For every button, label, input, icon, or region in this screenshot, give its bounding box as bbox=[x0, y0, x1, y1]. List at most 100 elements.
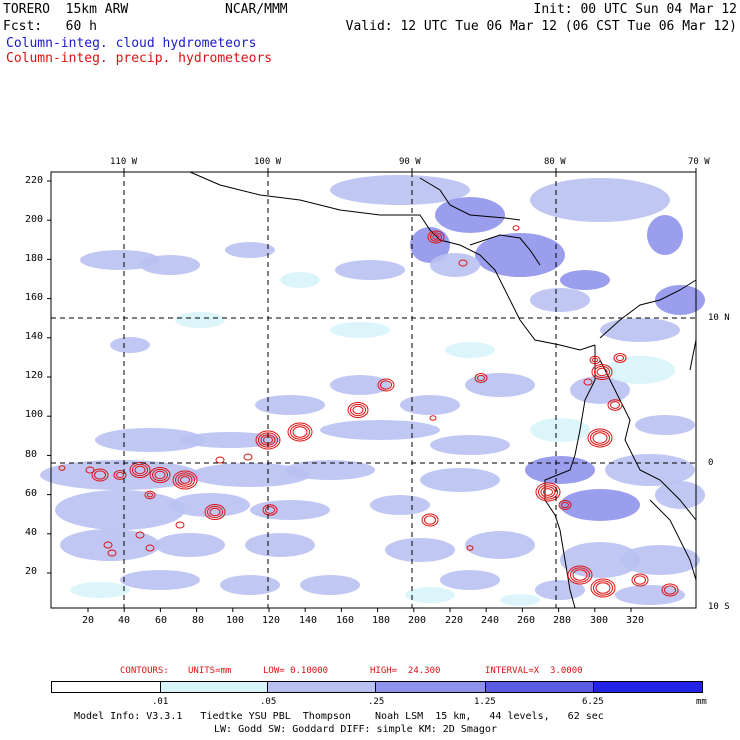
cloud-patch bbox=[525, 456, 595, 484]
cloud-patch bbox=[647, 215, 683, 255]
cloud-patch bbox=[300, 575, 360, 595]
precip-contour bbox=[262, 504, 278, 516]
cloud-patch bbox=[600, 318, 680, 342]
lat-label-10n: 10 N bbox=[708, 313, 730, 323]
coastline bbox=[544, 345, 596, 609]
precip-contour bbox=[347, 402, 369, 418]
x-tick: 140 bbox=[299, 615, 318, 626]
precip-contour bbox=[177, 474, 193, 486]
precip-contour bbox=[589, 355, 601, 365]
colorbar-tick: .25 bbox=[368, 697, 385, 707]
x-tick: 220 bbox=[445, 615, 464, 626]
precip-contour bbox=[535, 482, 561, 502]
precip-contour bbox=[85, 466, 95, 474]
cloud-patch bbox=[570, 376, 630, 404]
lat-label-10s: 10 S bbox=[708, 602, 730, 612]
coastline bbox=[599, 279, 697, 339]
y-tick: 40 bbox=[25, 527, 38, 538]
precip-contour bbox=[616, 354, 624, 362]
cloud-patch bbox=[465, 373, 535, 397]
coastline bbox=[419, 177, 521, 221]
colorbar-tick: 1.25 bbox=[474, 697, 496, 707]
precip-contour bbox=[352, 405, 364, 415]
y-tick: 120 bbox=[25, 370, 44, 381]
cloud-patch bbox=[465, 531, 535, 559]
cloud-patch bbox=[320, 420, 440, 440]
cloud-patch bbox=[475, 233, 565, 277]
cloud-patch bbox=[280, 272, 320, 288]
colorbar-tick: .05 bbox=[260, 697, 277, 707]
precip-contour bbox=[116, 471, 124, 479]
x-tick: 180 bbox=[372, 615, 391, 626]
cloud-patch bbox=[155, 533, 225, 557]
precip-contour bbox=[292, 426, 308, 438]
precip-contour bbox=[209, 507, 221, 517]
x-tick: 120 bbox=[262, 615, 281, 626]
cloud-patch bbox=[655, 481, 705, 509]
precip-contour bbox=[287, 422, 313, 442]
precip-contour bbox=[265, 506, 275, 514]
legend-precip-hydrometeors: Column-integ. precip. hydrometeors bbox=[6, 51, 273, 66]
precip-contour bbox=[134, 465, 146, 475]
precip-contour bbox=[596, 367, 608, 377]
colorbar-bin-0 bbox=[51, 681, 161, 693]
coastline bbox=[599, 359, 697, 521]
precip-contour bbox=[152, 468, 168, 482]
cloud-patch bbox=[330, 375, 390, 395]
plot-frame bbox=[50, 171, 697, 609]
cloud-patch bbox=[420, 468, 500, 492]
cloud-patch bbox=[55, 490, 185, 530]
precip-contour bbox=[135, 531, 145, 539]
cloud-patch bbox=[535, 580, 585, 600]
cloud-patch bbox=[635, 415, 695, 435]
x-tick: 240 bbox=[481, 615, 500, 626]
precip-contour bbox=[512, 225, 520, 231]
lon-label-100w: 100 W bbox=[254, 157, 282, 167]
precip-contour bbox=[610, 401, 620, 409]
init-time: Init: 00 UTC Sun 04 Mar 12 bbox=[533, 2, 738, 17]
colorbar-bin-3 bbox=[375, 681, 486, 693]
y-tick: 220 bbox=[25, 175, 44, 186]
contour-high: HIGH= 24.300 bbox=[370, 666, 441, 676]
cloud-patch bbox=[605, 356, 675, 384]
precip-contour bbox=[474, 373, 488, 383]
cloud-patch bbox=[140, 255, 200, 275]
cloud-patch bbox=[60, 529, 160, 561]
cloud-patch bbox=[400, 395, 460, 415]
x-tick: 300 bbox=[590, 615, 609, 626]
lat-label-equator: 0 bbox=[708, 458, 714, 468]
precip-contour bbox=[595, 582, 611, 594]
cloud-patch bbox=[410, 227, 450, 263]
precip-contour bbox=[129, 462, 151, 478]
precip-contour bbox=[572, 569, 588, 581]
model-info-line2: LW: Godd SW: Goddard DIFF: simple KM: 2D… bbox=[214, 724, 497, 735]
cloud-patch bbox=[220, 575, 280, 595]
precip-contour bbox=[591, 364, 613, 380]
y-tick: 200 bbox=[25, 214, 44, 225]
precip-contour bbox=[421, 513, 439, 527]
cloud-patch bbox=[530, 418, 590, 442]
precip-contour bbox=[427, 230, 445, 244]
contour-interval: INTERVAL=X 3.0000 bbox=[485, 666, 583, 676]
precip-contour bbox=[145, 544, 155, 552]
lon-label-90w: 90 W bbox=[399, 157, 421, 167]
cloud-patch bbox=[190, 463, 310, 487]
x-tick: 100 bbox=[226, 615, 245, 626]
precip-contour bbox=[107, 549, 117, 557]
precip-contour bbox=[175, 472, 195, 488]
precip-contour bbox=[594, 365, 610, 379]
cloud-patch bbox=[110, 337, 150, 353]
precip-contour bbox=[466, 545, 474, 551]
precip-contour bbox=[290, 424, 310, 440]
x-tick: 280 bbox=[553, 615, 572, 626]
precip-contour bbox=[458, 259, 468, 267]
cloud-patch bbox=[530, 178, 670, 222]
precip-contour bbox=[561, 501, 569, 509]
cloud-patch bbox=[120, 570, 200, 590]
precip-contour bbox=[380, 380, 392, 390]
precip-contour bbox=[558, 500, 572, 510]
x-tick: 200 bbox=[408, 615, 427, 626]
y-tick: 80 bbox=[25, 449, 38, 460]
precip-contour bbox=[243, 453, 253, 461]
